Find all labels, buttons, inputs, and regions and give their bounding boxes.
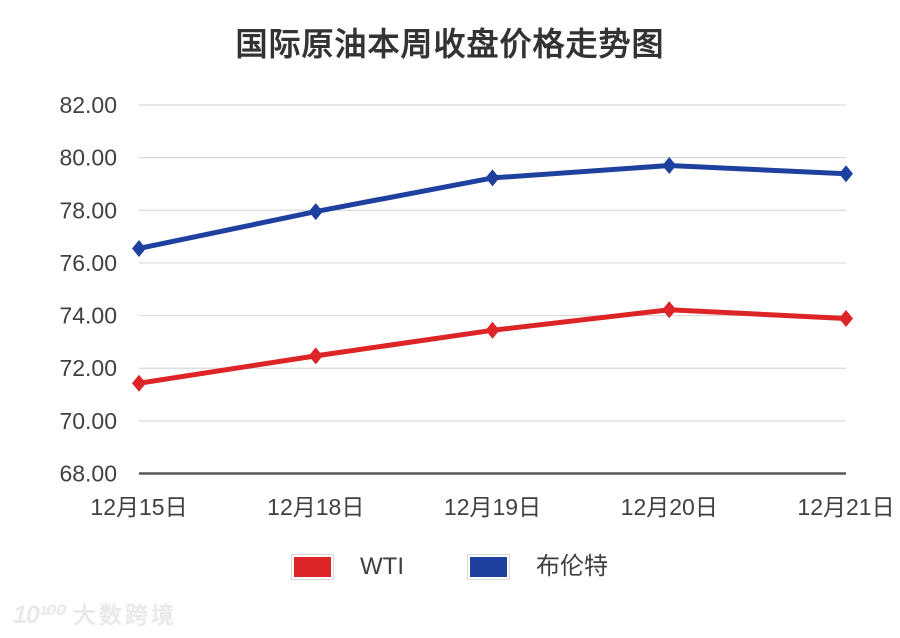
y-tick-label: 74.00 [59, 303, 117, 329]
chart-title: 国际原油本周收盘价格走势图 [235, 26, 665, 62]
x-tick-label: 12月18日 [267, 494, 364, 520]
data-point-wti-0 [132, 374, 146, 392]
chart-legend: WTI 布伦特 [0, 553, 900, 580]
legend-label-brent: 布伦特 [535, 553, 608, 580]
y-tick-label: 78.00 [59, 197, 117, 223]
x-tick-label: 12月21日 [797, 494, 894, 520]
y-tick-label: 80.00 [59, 145, 117, 171]
watermark-brand-text: 大数跨境 [73, 601, 178, 628]
x-tick-label: 12月20日 [621, 494, 718, 520]
data-point-brent-0 [132, 239, 146, 257]
x-tick-label: 12月19日 [444, 494, 541, 520]
data-point-wti-3 [662, 301, 677, 319]
data-point-brent-4 [839, 165, 853, 183]
y-tick-label: 76.00 [59, 250, 117, 276]
legend-label-wti: WTI [360, 553, 404, 580]
legend-swatch-wti [291, 554, 334, 580]
legend-swatch-brent [466, 554, 510, 580]
data-point-brent-1 [308, 203, 323, 221]
y-tick-label: 70.00 [59, 408, 117, 434]
y-tick-label: 82.00 [59, 92, 117, 118]
y-tick-label: 68.00 [59, 461, 117, 487]
data-point-wti-2 [485, 321, 500, 339]
series-line-wti [136, 307, 849, 386]
x-tick-label: 12月15日 [90, 494, 187, 520]
legend-item-brent: 布伦特 [466, 553, 608, 580]
data-point-brent-2 [485, 169, 500, 187]
y-tick-label: 72.00 [59, 355, 117, 381]
legend-item-wti: WTI [291, 553, 404, 580]
watermark-logo-icon: 10¹⁰⁰ [13, 600, 67, 629]
data-point-brent-3 [662, 157, 677, 175]
watermark: 10¹⁰⁰ 大数跨境 [13, 599, 177, 631]
data-point-wti-1 [308, 347, 323, 365]
data-point-wti-4 [839, 309, 853, 327]
